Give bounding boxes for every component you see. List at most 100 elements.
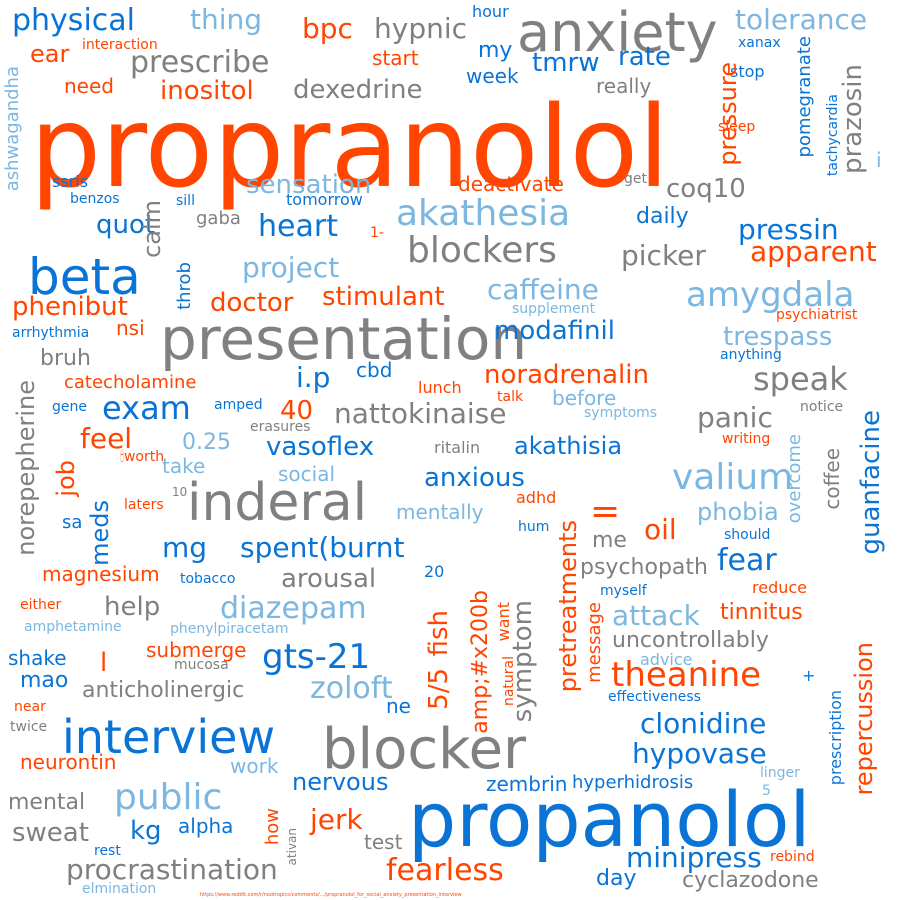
cloud-word: minipress — [626, 841, 762, 874]
cloud-word: 40 — [280, 396, 314, 426]
cloud-word: calm — [138, 200, 166, 258]
cloud-word: rest — [94, 843, 121, 859]
cloud-word: tinnitus — [720, 600, 803, 625]
cloud-word: reduce — [752, 578, 808, 597]
cloud-word: neurontin — [20, 750, 117, 774]
cloud-word: phobia — [697, 498, 779, 526]
cloud-word: prescribe — [130, 45, 270, 80]
cloud-word: mg — [162, 531, 208, 564]
cloud-word: mucosa — [174, 657, 229, 673]
cloud-word: 5/5 — [424, 668, 454, 710]
cloud-word: deactivate — [458, 172, 564, 196]
cloud-word: how — [262, 808, 283, 846]
cloud-word: effectiveness — [608, 689, 701, 705]
cloud-word: prescription — [826, 690, 845, 786]
cloud-word: 0.25 — [182, 430, 231, 455]
cloud-word: adhd — [516, 488, 557, 507]
cloud-word: me — [592, 528, 627, 553]
cloud-word: tomorrow — [286, 190, 363, 209]
cloud-word: meds — [86, 500, 114, 566]
cloud-word: myself — [600, 583, 647, 599]
cloud-word: pomegranate — [794, 36, 815, 158]
cloud-word: prazosin — [838, 64, 868, 174]
cloud-word: nattokinaise — [334, 397, 507, 430]
cloud-word: shake — [8, 646, 67, 670]
cloud-word: inderal — [187, 473, 368, 533]
cloud-word: tolerance — [735, 3, 868, 36]
cloud-word: gaba — [196, 208, 241, 229]
cloud-word: fear — [717, 543, 777, 578]
cloud-word: phenibut — [12, 292, 128, 322]
cloud-word: help — [104, 592, 161, 622]
cloud-word: amp;#x200b — [468, 590, 493, 734]
cloud-word: hyperhidrosis — [572, 772, 694, 793]
cloud-word: symptoms — [584, 405, 658, 421]
cloud-word: day — [596, 866, 637, 891]
cloud-word: either — [20, 597, 62, 613]
cloud-word: presentation — [160, 305, 528, 373]
cloud-word: phenylpiracetam — [170, 621, 289, 637]
cloud-word: writing — [722, 431, 771, 447]
cloud-word: = — [590, 491, 621, 532]
cloud-word: benzos — [70, 191, 120, 207]
cloud-word: before — [552, 386, 617, 410]
cloud-word: interview — [62, 710, 276, 764]
cloud-word: ashwagandha — [2, 66, 23, 192]
cloud-word: hypnic — [374, 12, 468, 45]
cloud-word: + — [802, 666, 816, 685]
cloud-word: anything — [720, 347, 782, 363]
cloud-word: propranolol — [30, 83, 670, 213]
cloud-word: coffee — [820, 448, 844, 510]
cloud-word: anxiety — [517, 1, 718, 64]
cloud-word: valium — [672, 457, 794, 498]
cloud-word: symptom — [508, 600, 538, 723]
cloud-word: overcome — [784, 434, 805, 524]
cloud-word: guanfacine — [856, 410, 886, 555]
cloud-word: public — [114, 777, 223, 818]
cloud-word: advice — [640, 650, 693, 669]
cloud-word: vasoflex — [266, 432, 375, 462]
cloud-word: throb — [174, 262, 195, 310]
cloud-word: attack — [612, 599, 700, 632]
cloud-word: bruh — [40, 346, 91, 371]
cloud-word: near — [14, 699, 46, 715]
cloud-word: message — [584, 602, 605, 683]
cloud-word: doctor — [210, 288, 294, 318]
cloud-word: magnesium — [42, 562, 160, 586]
cloud-word: mentally — [396, 500, 484, 524]
cloud-word: mao — [20, 668, 69, 693]
cloud-word: work — [230, 754, 279, 778]
cloud-word: caffeine — [487, 273, 599, 306]
cloud-word: psychopath — [580, 555, 708, 580]
cloud-word: 5 — [762, 783, 771, 799]
cloud-word: stop — [730, 62, 765, 81]
cloud-word: trespass — [723, 322, 833, 352]
cloud-word: beta — [28, 248, 141, 306]
cloud-word: ativan — [285, 828, 299, 866]
cloud-word: psychiatrist — [776, 307, 858, 323]
cloud-word: sleep — [718, 119, 756, 135]
cloud-word: sa — [62, 512, 83, 533]
cloud-word: amygdala — [686, 275, 855, 315]
cloud-word: daily — [636, 204, 689, 229]
cloud-word: feel — [80, 422, 133, 455]
cloud-word: test — [364, 830, 403, 854]
cloud-word: my — [478, 38, 513, 63]
cloud-word: anticholinergic — [82, 678, 245, 703]
cloud-word: cyclazodone — [682, 868, 819, 893]
cloud-word: cbd — [356, 358, 393, 382]
cloud-word: really — [596, 74, 652, 98]
cloud-word: arrhythmia — [12, 325, 90, 341]
cloud-word: rate — [618, 42, 671, 72]
cloud-word: spent(burnt — [240, 531, 405, 564]
cloud-word: bpc — [302, 12, 353, 45]
cloud-word: pretreatments — [554, 520, 582, 693]
cloud-word: nervous — [292, 768, 389, 796]
cloud-word: hypovase — [632, 737, 767, 770]
cloud-word: need — [64, 74, 114, 98]
cloud-word: job — [52, 460, 80, 497]
cloud-word: pressure — [714, 62, 742, 166]
cloud-word: diazepam — [220, 591, 367, 626]
cloud-word: 1- — [370, 225, 384, 241]
cloud-word: propanolol — [408, 775, 811, 864]
